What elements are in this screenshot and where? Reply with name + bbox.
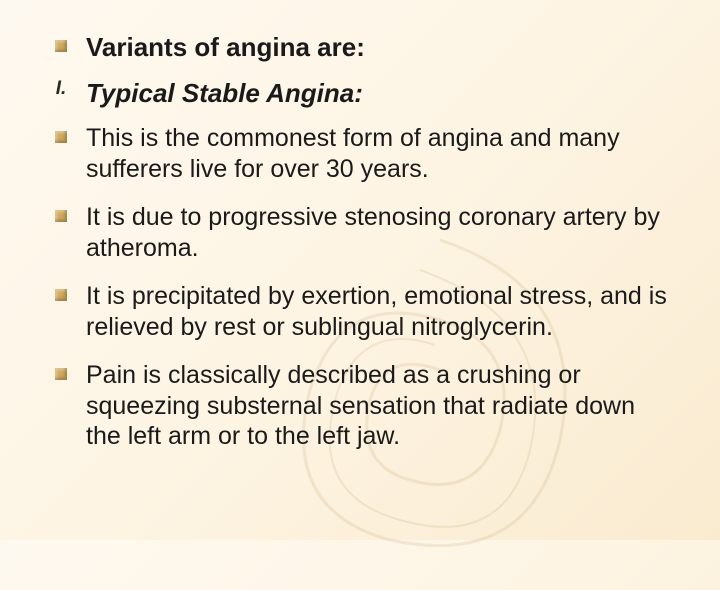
square-bullet-icon — [55, 40, 67, 52]
list-item: It is precipitated by exertion, emotiona… — [42, 281, 670, 342]
body-text: It is precipitated by exertion, emotiona… — [80, 281, 670, 342]
square-bullet-icon — [55, 368, 67, 380]
body-text: This is the commonest form of angina and… — [80, 123, 670, 184]
heading-text: Variants of angina are: — [80, 32, 670, 64]
square-bullet-icon — [55, 210, 67, 222]
bullet-marker — [42, 360, 80, 380]
ordinal-marker: I. — [42, 78, 80, 100]
list-item: This is the commonest form of angina and… — [42, 123, 670, 184]
list-item: Pain is classically described as a crush… — [42, 360, 670, 452]
bullet-marker — [42, 123, 80, 143]
list-item: Variants of angina are: — [42, 32, 670, 64]
slide-content: Variants of angina are: I. Typical Stabl… — [0, 0, 720, 500]
bullet-marker — [42, 202, 80, 222]
list-item: It is due to progressive stenosing coron… — [42, 202, 670, 263]
bullet-marker — [42, 281, 80, 301]
square-bullet-icon — [55, 289, 67, 301]
square-bullet-icon — [55, 131, 67, 143]
body-text: Pain is classically described as a crush… — [80, 360, 670, 452]
body-text: It is due to progressive stenosing coron… — [80, 202, 670, 263]
list-item: I. Typical Stable Angina: — [42, 78, 670, 110]
subheading-text: Typical Stable Angina: — [80, 78, 670, 110]
roman-numeral: I. — [56, 78, 67, 100]
bullet-marker — [42, 32, 80, 52]
